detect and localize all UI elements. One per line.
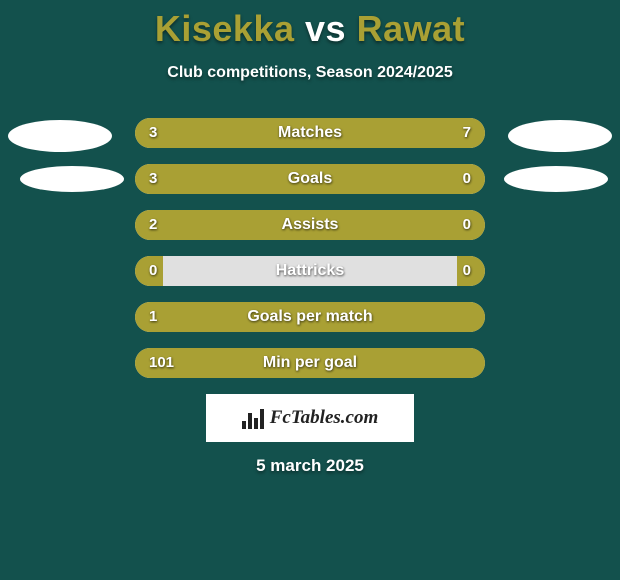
club-logo-right-2 xyxy=(504,166,608,192)
comparison-card: Kisekka vs Rawat Club competitions, Seas… xyxy=(0,0,620,580)
stat-label: Matches xyxy=(135,118,485,148)
stat-bars: 37Matches 30Goals 20Assists 00Hattricks 1Goa… xyxy=(135,118,485,378)
subtitle: Club competitions, Season 2024/2025 xyxy=(0,64,620,82)
stat-label: Min per goal xyxy=(135,348,485,378)
brand-text: FcTables.com xyxy=(270,407,379,429)
stat-row: 30Goals xyxy=(135,164,485,194)
stat-row: 37Matches xyxy=(135,118,485,148)
stat-row: 1Goals per match xyxy=(135,302,485,332)
stat-label: Assists xyxy=(135,210,485,240)
club-logo-right-1 xyxy=(508,120,612,152)
title-player-2: Rawat xyxy=(357,8,466,49)
brand-bars-icon xyxy=(242,407,264,429)
stat-row: 101Min per goal xyxy=(135,348,485,378)
club-logo-left-2 xyxy=(20,166,124,192)
stat-label: Goals xyxy=(135,164,485,194)
stat-row: 00Hattricks xyxy=(135,256,485,286)
title-player-1: Kisekka xyxy=(155,8,295,49)
stat-label: Goals per match xyxy=(135,302,485,332)
stat-row: 20Assists xyxy=(135,210,485,240)
date-text: 5 march 2025 xyxy=(0,456,620,476)
brand-badge[interactable]: FcTables.com xyxy=(206,394,414,442)
page-title: Kisekka vs Rawat xyxy=(0,8,620,50)
club-logo-left-1 xyxy=(8,120,112,152)
stat-label: Hattricks xyxy=(135,256,485,286)
title-vs: vs xyxy=(305,8,346,49)
